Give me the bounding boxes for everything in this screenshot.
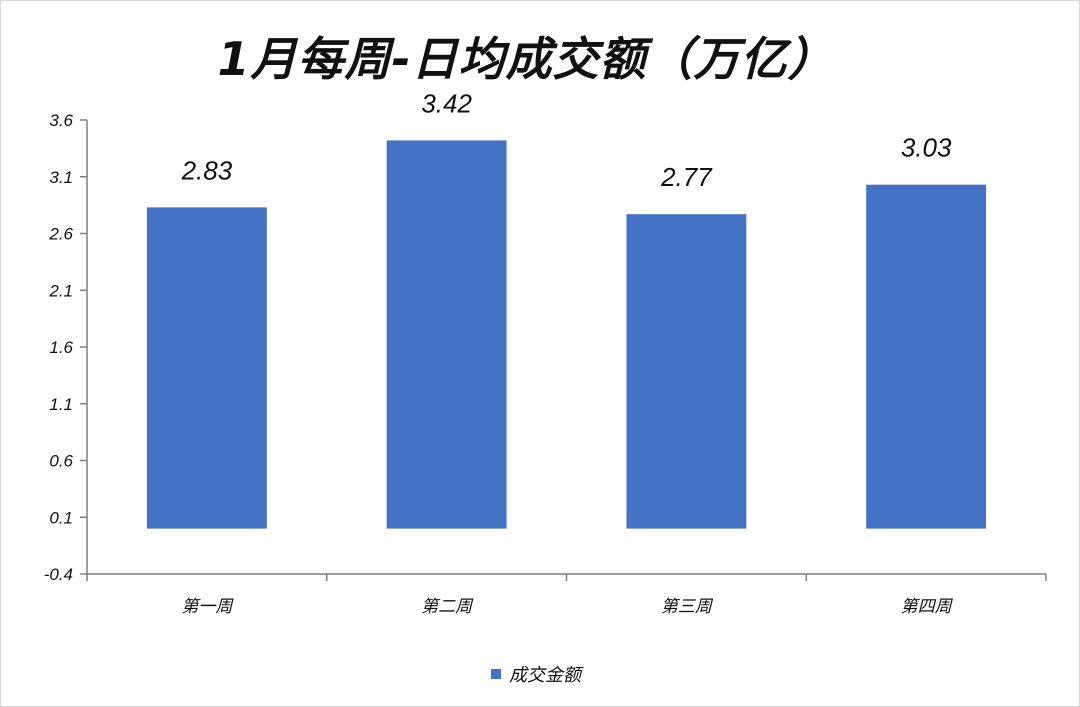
data-label: 3.42 (421, 88, 472, 118)
y-tick-label: 2.6 (48, 225, 73, 244)
y-tick-label: 0.6 (49, 452, 73, 471)
y-tick-label: 1.6 (49, 338, 73, 357)
y-tick-label: 1.1 (49, 395, 73, 414)
legend: 成交金额 (491, 661, 581, 687)
y-axis: -0.4 0.1 0.6 1.1 1.6 2.1 2.6 3.1 3.6 (44, 111, 88, 584)
data-label: 2.83 (181, 155, 233, 185)
y-tick-label: 0.1 (49, 508, 73, 527)
category-label: 第四周 (901, 597, 954, 617)
y-tick-label: -0.4 (44, 565, 73, 584)
legend-swatch (491, 669, 501, 679)
y-tick-label: 2.1 (48, 281, 73, 300)
data-label: 3.03 (901, 133, 952, 163)
bar (386, 140, 507, 529)
category-label: 第一周 (181, 597, 234, 617)
data-label: 2.77 (660, 162, 713, 192)
legend-label: 成交金额 (509, 665, 581, 686)
bars (146, 140, 987, 529)
category-label: 第三周 (661, 597, 714, 617)
bar (866, 184, 987, 529)
bar (626, 214, 747, 529)
bar (146, 207, 267, 529)
chart-title: 1月每周-日均成交额（万亿） (217, 32, 835, 86)
category-label: 第二周 (421, 597, 474, 617)
y-tick-label: 3.1 (49, 168, 73, 187)
x-axis: 第一周 第二周 第三周 第四周 (86, 573, 1047, 617)
y-tick-label: 3.6 (49, 111, 73, 130)
data-labels: 2.83 3.42 2.77 3.03 (181, 88, 952, 192)
